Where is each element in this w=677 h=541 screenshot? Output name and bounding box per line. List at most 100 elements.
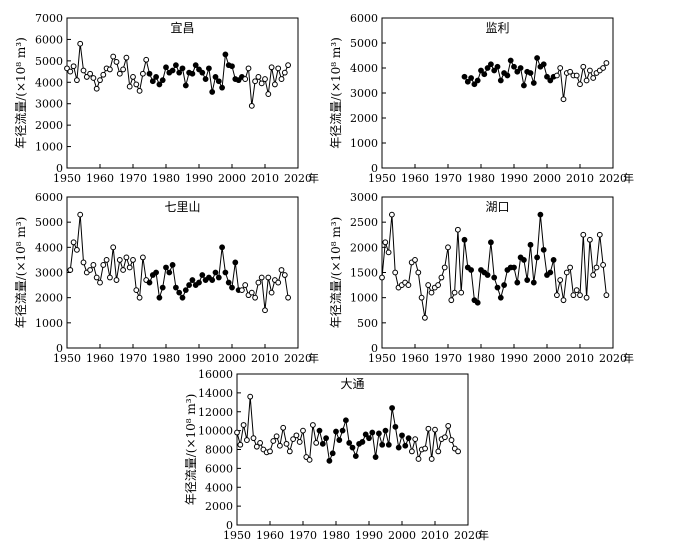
data-point-open [306, 456, 313, 463]
data-point-open [587, 236, 593, 243]
data-point-filled [219, 244, 226, 251]
x-tick-label: 2010 [421, 529, 449, 541]
data-point-filled [349, 444, 356, 451]
x-tick-label: 1980 [467, 172, 495, 185]
data-point-open [278, 267, 285, 273]
data-point-filled [173, 284, 179, 291]
data-point-filled [159, 284, 166, 291]
plot-frame [381, 17, 614, 169]
data-point-open [573, 72, 580, 79]
data-point-filled [339, 427, 346, 434]
y-tick-label: 14000 [198, 387, 233, 400]
data-point-filled [517, 65, 524, 71]
data-point-filled [474, 299, 481, 306]
data-point-filled [176, 69, 183, 76]
x-tick-label: 1990 [185, 352, 213, 365]
panel-title: 湖口 [485, 199, 509, 214]
data-point-filled [514, 68, 521, 75]
data-point-open [554, 72, 560, 79]
data-point-filled [215, 78, 222, 85]
x-tick-label: 1950 [53, 352, 81, 365]
data-point-open [275, 279, 282, 286]
data-point-open [255, 279, 262, 286]
y-tick-label: 3000 [350, 191, 378, 204]
data-point-open [126, 264, 133, 271]
data-point-open [428, 456, 435, 462]
y-axis-label: 年径流量/(×10⁸ m³) [329, 37, 343, 149]
data-point-open [577, 81, 583, 88]
x-tick-label: 1990 [500, 352, 528, 365]
data-point-open [412, 436, 419, 443]
data-point-filled [544, 73, 550, 80]
x-tick-label: 2000 [533, 352, 561, 365]
y-tick-label: 1000 [350, 137, 378, 150]
y-tick-label: 12000 [198, 406, 233, 419]
data-point-open [603, 292, 610, 299]
data-point-filled [199, 272, 206, 278]
data-point-open [435, 282, 442, 288]
x-tick-label: 1970 [289, 529, 317, 541]
x-tick-label: 2020 [284, 352, 312, 365]
data-point-open [455, 226, 461, 233]
x-tick-label: 2010 [251, 352, 279, 365]
data-point-open [563, 269, 570, 276]
data-point-open [573, 287, 580, 294]
data-point-filled [229, 284, 235, 291]
data-point-filled [474, 77, 481, 84]
data-point-open [567, 68, 573, 75]
data-point-filled [389, 405, 396, 411]
y-tick-label: 4000 [350, 62, 378, 75]
panel-title: 监利 [485, 21, 509, 35]
x-axis-unit: 年 [308, 351, 319, 365]
x-tick-label: 1980 [152, 352, 180, 365]
data-point-filled [369, 429, 376, 436]
x-tick-label: 1970 [434, 172, 462, 185]
data-point-open [258, 80, 265, 87]
panel-title: 宜昌 [170, 20, 194, 35]
y-axis-label: 年径流量/(×10⁸ m³) [184, 394, 198, 506]
y-tick-label: 4000 [35, 76, 63, 89]
y-tick-label: 500 [357, 317, 378, 330]
data-point-filled [464, 78, 471, 85]
data-point-open [262, 307, 268, 314]
data-point-open [136, 294, 143, 301]
y-tick-label: 2000 [350, 241, 378, 254]
data-point-open [273, 433, 280, 440]
data-point-filled [336, 437, 343, 443]
x-axis-unit: 年 [478, 528, 489, 541]
x-tick-label: 2010 [251, 172, 279, 185]
data-point-open [93, 274, 100, 281]
data-point-filled [199, 69, 206, 76]
data-point-open [130, 257, 136, 263]
data-point-open [290, 436, 297, 443]
y-tick-label: 6000 [350, 12, 378, 25]
data-point-open [100, 262, 107, 268]
data-point-open [130, 74, 136, 80]
data-point-filled [527, 241, 534, 248]
data-point-open [590, 75, 597, 81]
data-point-filled [468, 267, 475, 273]
x-tick-label: 2000 [388, 529, 416, 541]
data-point-open [445, 244, 451, 251]
data-point-filled [196, 66, 202, 73]
data-point-filled [379, 441, 386, 448]
x-tick-label: 1980 [467, 352, 495, 365]
x-tick-label: 1960 [86, 172, 114, 185]
data-point-open [103, 257, 110, 263]
data-point-filled [169, 67, 176, 74]
data-point-filled [169, 262, 176, 268]
data-point-open [267, 448, 273, 455]
data-point-filled [524, 277, 531, 283]
data-point-filled [209, 89, 216, 95]
data-point-open [438, 274, 445, 281]
data-point-filled [176, 289, 183, 296]
data-point-filled [173, 62, 179, 69]
x-tick-label: 1960 [86, 352, 114, 365]
data-point-open [275, 65, 282, 72]
y-tick-label: 7000 [35, 12, 63, 25]
data-point-filled [179, 294, 186, 301]
data-point-filled [179, 65, 186, 72]
data-point-open [293, 432, 300, 439]
data-point-filled [206, 65, 212, 72]
panel-hukou: 湖口 年径流量/(×10⁸ m³) 年 1950 1960 1970 1980 1990… [329, 191, 634, 365]
